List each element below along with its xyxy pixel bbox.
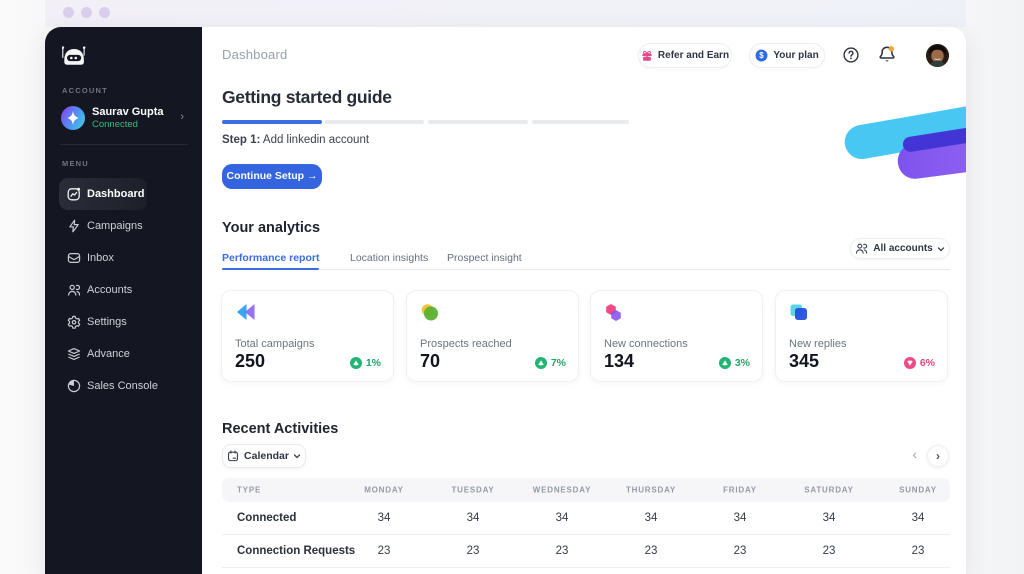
svg-text:$: $ [760,51,765,60]
